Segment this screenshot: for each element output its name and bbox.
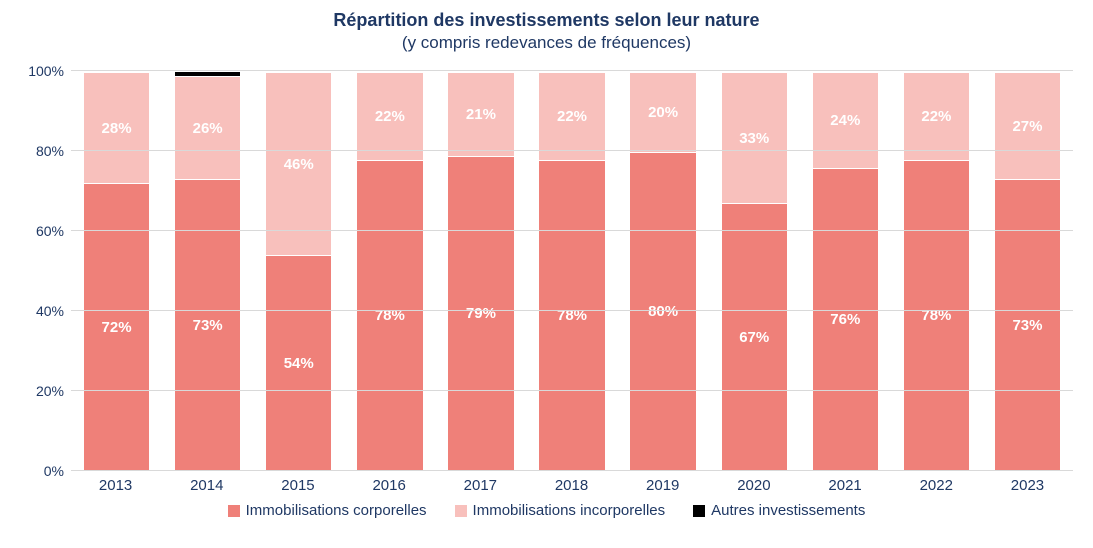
- chart-title: Répartition des investissements selon le…: [20, 10, 1073, 31]
- bar: 22%78%: [538, 71, 605, 471]
- x-tick: 2019: [617, 477, 708, 494]
- legend-label: Immobilisations corporelles: [246, 502, 427, 519]
- bar-segment: 24%: [813, 72, 878, 168]
- bar-slot: 46%54%: [253, 71, 344, 471]
- bar-slot: 22%78%: [344, 71, 435, 471]
- bar-segment: 21%: [448, 72, 513, 156]
- bar-segment: 54%: [266, 255, 331, 470]
- bar-segment: 22%: [539, 72, 604, 160]
- bar-slot: 26%73%: [162, 71, 253, 471]
- legend-item: Immobilisations incorporelles: [455, 502, 666, 519]
- legend-item: Immobilisations corporelles: [228, 502, 427, 519]
- bar-segment: 78%: [357, 160, 422, 470]
- x-tick: 2022: [891, 477, 982, 494]
- bar-slot: 24%76%: [800, 71, 891, 471]
- x-tick: 2020: [708, 477, 799, 494]
- bar-slot: 22%78%: [526, 71, 617, 471]
- bar-slot: 27%73%: [982, 71, 1073, 471]
- bar: 26%73%: [174, 71, 241, 471]
- legend: Immobilisations corporelles Immobilisatio…: [20, 502, 1073, 519]
- bar-slot: 22%78%: [891, 71, 982, 471]
- bar-segment: 78%: [539, 160, 604, 470]
- bar: 27%73%: [994, 71, 1061, 471]
- bar-slot: 33%67%: [709, 71, 800, 471]
- bar-segment: 73%: [175, 179, 240, 470]
- bar-segment: 28%: [84, 72, 149, 183]
- bar: 22%78%: [356, 71, 423, 471]
- bar-slot: 28%72%: [71, 71, 162, 471]
- bar-segment: 76%: [813, 168, 878, 470]
- bar: 33%67%: [721, 71, 788, 471]
- x-tick: 2013: [70, 477, 161, 494]
- bar: 22%78%: [903, 71, 970, 471]
- plot-area: 28%72%26%73%46%54%22%78%21%79%22%78%20%8…: [70, 71, 1073, 471]
- bar: 21%79%: [447, 71, 514, 471]
- legend-swatch: [455, 505, 467, 517]
- gridline: [71, 150, 1073, 151]
- y-tick: 0%: [44, 463, 64, 479]
- bar-segment: 79%: [448, 156, 513, 470]
- bars-container: 28%72%26%73%46%54%22%78%21%79%22%78%20%8…: [71, 71, 1073, 471]
- y-axis: 0%20%40%60%80%100%: [20, 71, 70, 471]
- x-tick: 2018: [526, 477, 617, 494]
- legend-swatch: [693, 505, 705, 517]
- bar-segment: 78%: [904, 160, 969, 470]
- legend-item: Autres investissements: [693, 502, 865, 519]
- chart-subtitle: (y compris redevances de fréquences): [20, 33, 1073, 53]
- x-tick: 2014: [161, 477, 252, 494]
- y-tick: 100%: [28, 63, 64, 79]
- plot-row: 0%20%40%60%80%100% 28%72%26%73%46%54%22%…: [20, 71, 1073, 471]
- y-tick: 80%: [36, 143, 64, 159]
- bar: 46%54%: [265, 71, 332, 471]
- legend-swatch: [228, 505, 240, 517]
- bar-segment: 22%: [904, 72, 969, 160]
- bar: 24%76%: [812, 71, 879, 471]
- gridline: [71, 310, 1073, 311]
- gridline: [71, 230, 1073, 231]
- gridline: [71, 470, 1073, 471]
- gridline: [71, 390, 1073, 391]
- x-axis: 2013201420152016201720182019202020212022…: [70, 477, 1073, 494]
- bar-segment: 72%: [84, 183, 149, 470]
- bar-segment: 73%: [995, 179, 1060, 470]
- bar: 28%72%: [83, 71, 150, 471]
- investment-distribution-chart: Répartition des investissements selon le…: [0, 0, 1093, 548]
- y-tick: 40%: [36, 303, 64, 319]
- bar-slot: 21%79%: [435, 71, 526, 471]
- bar-segment: 46%: [266, 72, 331, 255]
- bar: 20%80%: [629, 71, 696, 471]
- bar-segment: 22%: [357, 72, 422, 160]
- gridline: [71, 70, 1073, 71]
- x-tick: 2017: [435, 477, 526, 494]
- bar-segment: 27%: [995, 72, 1060, 179]
- bar-segment: 67%: [722, 203, 787, 470]
- legend-label: Immobilisations incorporelles: [473, 502, 666, 519]
- bar-segment: 33%: [722, 72, 787, 203]
- y-tick: 20%: [36, 383, 64, 399]
- legend-label: Autres investissements: [711, 502, 865, 519]
- x-tick: 2023: [982, 477, 1073, 494]
- y-tick: 60%: [36, 223, 64, 239]
- bar-segment: 20%: [630, 72, 695, 152]
- x-tick: 2015: [252, 477, 343, 494]
- x-tick: 2016: [344, 477, 435, 494]
- bar-segment: 26%: [175, 76, 240, 179]
- x-tick: 2021: [800, 477, 891, 494]
- bar-slot: 20%80%: [618, 71, 709, 471]
